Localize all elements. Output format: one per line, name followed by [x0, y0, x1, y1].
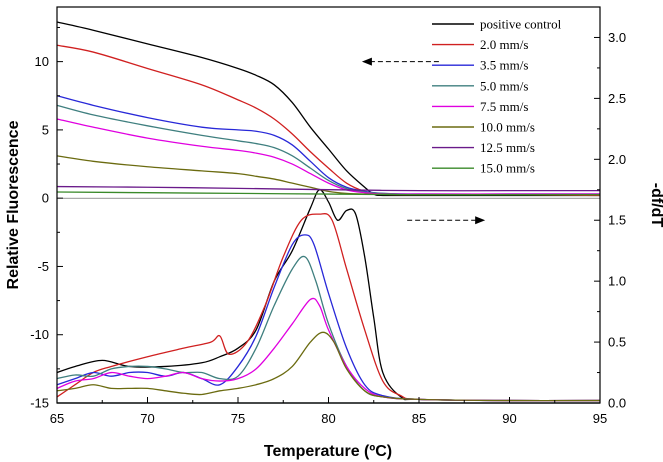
y-right-tick-label-4: 2.0 — [608, 152, 626, 167]
x-axis-title: Temperature (ºC) — [264, 443, 392, 460]
annotations — [361, 57, 486, 225]
legend-label-0: positive control — [480, 17, 562, 32]
y-left-tick-label-5: 10 — [35, 54, 49, 69]
legend-entry-7: 15.0 mm/s — [432, 161, 535, 176]
legend-entry-3: 5.0 mm/s — [432, 78, 528, 93]
y-axis-left-title: Relative Fluorescence — [5, 120, 22, 289]
y-right-tick-label-1: 0.5 — [608, 335, 626, 350]
series-0 — [56, 21, 601, 402]
y-axis-left: -15 -10 -5 0 5 10 — [30, 26, 63, 411]
derivative-line-0 — [56, 189, 601, 402]
fluorescence-line-7 — [56, 191, 600, 196]
y-right-tick-label-3: 1.5 — [608, 213, 626, 228]
legend: positive control 2.0 mm/s 3.5 mm/s 5.0 mm/s… — [432, 17, 562, 176]
y-right-tick-label-5: 2.5 — [608, 91, 626, 106]
y-axis-right: 0.0 0.5 1.0 1.5 2.0 2.5 3.0 — [594, 6, 626, 411]
y-left-tick-label-3: 0 — [42, 191, 49, 206]
legend-entry-5: 10.0 mm/s — [432, 120, 535, 135]
derivative-line-2 — [56, 234, 601, 402]
legend-label-1: 2.0 mm/s — [480, 37, 528, 52]
arrow-head-0 — [361, 57, 372, 66]
arrow-left-0 — [361, 57, 440, 66]
y-left-tick-label-0: -15 — [30, 396, 49, 411]
x-tick-label-1: 70 — [140, 411, 154, 426]
arrow-right-1 — [407, 216, 486, 225]
x-tick-label-6: 95 — [593, 411, 607, 426]
legend-entry-1: 2.0 mm/s — [432, 37, 528, 52]
fluorescence-line-6 — [56, 185, 600, 192]
x-tick-label-3: 80 — [321, 411, 335, 426]
y-left-tick-label-1: -10 — [30, 327, 49, 342]
legend-label-5: 10.0 mm/s — [480, 120, 535, 135]
legend-entry-4: 7.5 mm/s — [432, 99, 528, 114]
legend-label-2: 3.5 mm/s — [480, 58, 528, 73]
y-left-tick-label-4: 5 — [42, 122, 49, 137]
legend-entry-0: positive control — [432, 17, 562, 32]
y-right-tick-label-0: 0.0 — [608, 396, 626, 411]
legend-entry-2: 3.5 mm/s — [432, 58, 528, 73]
x-tick-label-4: 85 — [412, 411, 426, 426]
y-axis-right-title: -df/dT — [648, 183, 663, 228]
legend-label-3: 5.0 mm/s — [480, 78, 528, 93]
x-tick-label-5: 90 — [502, 411, 516, 426]
legend-label-7: 15.0 mm/s — [480, 161, 535, 176]
x-tick-label-2: 75 — [231, 411, 245, 426]
x-axis: 65 70 75 80 85 90 95 — [50, 397, 607, 426]
y-right-tick-label-6: 3.0 — [608, 30, 626, 45]
legend-entry-6: 12.5 mm/s — [432, 140, 535, 155]
x-tick-label-0: 65 — [50, 411, 64, 426]
fluorescence-line-0 — [56, 21, 600, 197]
derivative-line-1 — [56, 213, 601, 402]
arrow-head-1 — [475, 216, 486, 225]
legend-label-4: 7.5 mm/s — [480, 99, 528, 114]
y-right-tick-label-2: 1.0 — [608, 274, 626, 289]
legend-label-6: 12.5 mm/s — [480, 140, 535, 155]
y-left-tick-label-2: -5 — [37, 259, 49, 274]
derivative-line-5 — [56, 331, 601, 402]
